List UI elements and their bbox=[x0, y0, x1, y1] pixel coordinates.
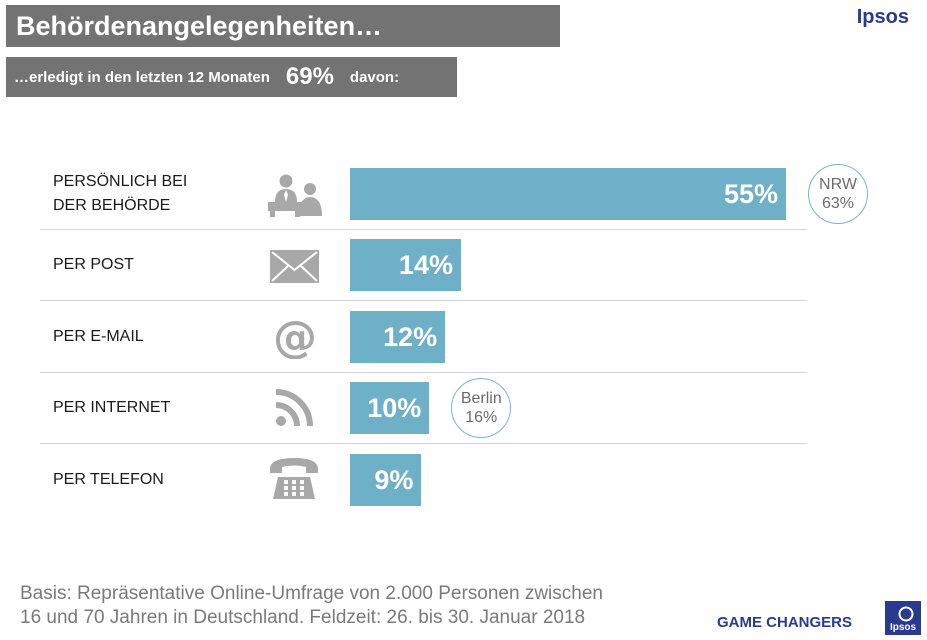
annotation-value: 63% bbox=[821, 195, 855, 212]
data-label: 10% bbox=[367, 393, 422, 423]
at-sign-icon: @ bbox=[273, 315, 317, 359]
tagline: GAME CHANGERS bbox=[717, 614, 853, 631]
subtitle-bar: …erledigt in den letzten 12 Monaten 69% … bbox=[6, 57, 457, 97]
logo-mark-icon bbox=[898, 606, 914, 622]
row-separator bbox=[40, 300, 807, 301]
subtitle-value: 69% bbox=[285, 63, 334, 90]
brand-label: Ipsos bbox=[856, 6, 909, 28]
subtitle-text: …erledigt in den letzten 12 Monaten bbox=[14, 68, 270, 86]
data-label: 55% bbox=[723, 179, 778, 209]
data-label: 12% bbox=[383, 322, 438, 352]
telephone-icon bbox=[270, 458, 318, 499]
bar bbox=[350, 454, 422, 506]
data-label: 14% bbox=[398, 250, 453, 280]
annotation-bubble: Berlin 16% bbox=[451, 378, 512, 438]
category-label: PER POST bbox=[53, 256, 134, 273]
data-label: 9% bbox=[374, 465, 414, 495]
bar bbox=[350, 311, 446, 363]
category-label: PER E-MAIL bbox=[53, 328, 144, 345]
row-separator bbox=[40, 229, 807, 230]
footnote-line-1: Basis: Repräsentative Online-Umfrage von… bbox=[20, 583, 603, 604]
logo-text: Ipsos bbox=[889, 622, 917, 633]
category-label: PERSÖNLICH BEI DER BEHÖRDE bbox=[53, 173, 188, 214]
annotation-bubble: NRW 63% bbox=[808, 164, 868, 224]
category-label: PER INTERNET bbox=[53, 399, 171, 416]
row-separator bbox=[40, 372, 807, 373]
title-bar: Behördenangelegenheiten… bbox=[6, 5, 560, 47]
bar bbox=[350, 168, 786, 220]
envelope-icon bbox=[270, 250, 319, 283]
office-people-icon bbox=[268, 174, 322, 217]
annotation-region: Berlin bbox=[460, 390, 502, 407]
rss-feed-icon bbox=[275, 389, 313, 427]
ipsos-logo: Ipsos bbox=[885, 601, 921, 635]
subtitle-suffix: davon: bbox=[349, 68, 400, 86]
bar bbox=[350, 382, 430, 434]
page-title: Behördenangelegenheiten… bbox=[16, 11, 383, 41]
bar bbox=[350, 239, 461, 291]
svg-text:@: @ bbox=[273, 315, 317, 359]
annotation-value: 16% bbox=[465, 409, 498, 426]
footnote: Basis: Repräsentative Online-Umfrage von… bbox=[20, 582, 603, 630]
row-separator bbox=[40, 443, 807, 444]
annotation-region: NRW bbox=[819, 176, 857, 193]
footnote-line-2: 16 und 70 Jahren in Deutschland. Feldzei… bbox=[20, 607, 586, 628]
category-label: PER TELEFON bbox=[53, 471, 164, 488]
